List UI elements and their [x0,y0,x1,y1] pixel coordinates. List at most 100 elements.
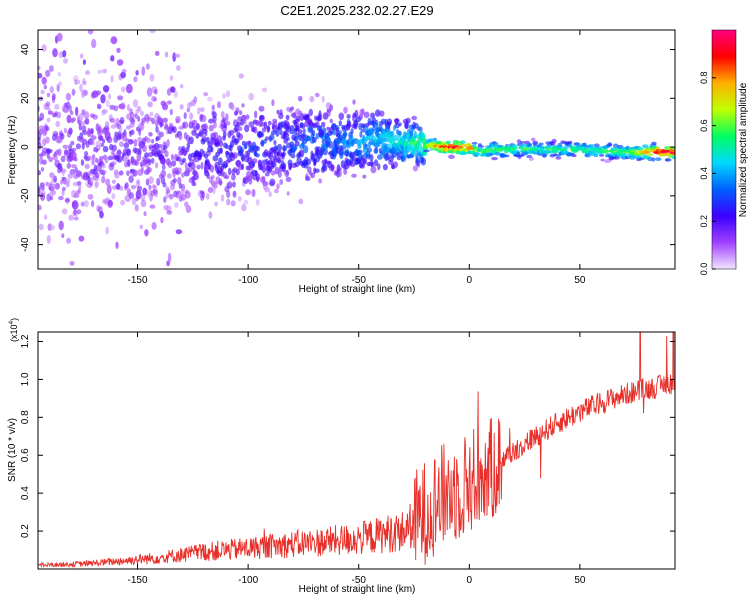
heatmap-cell [144,229,149,237]
heatmap-cell [141,66,146,76]
heatmap-cell [243,199,249,205]
heatmap-cell [105,121,110,129]
heatmap-cell [128,139,134,145]
heatmap-cell [43,84,47,90]
heatmap-cell [95,181,99,187]
heatmap-cell [195,133,200,139]
colorbar-bar [711,29,737,270]
heatmap-cell [65,178,71,184]
snr-frame [37,331,676,570]
heatmap-cell [220,194,225,202]
heatmap-cell [71,164,77,169]
heatmap-cell [139,224,143,230]
heatmap-cell [188,136,194,145]
heatmap-cell [264,181,269,186]
heatmap-cell [305,173,309,180]
heatmap-cells [38,30,675,267]
heatmap-cell [75,143,81,150]
heatmap-cell [170,86,175,93]
y-tick-label: 20 [20,92,31,104]
heatmap-cell [203,92,209,97]
heatmap-cell [71,88,76,96]
heatmap-cell [231,173,236,181]
heatmap-cell [340,145,346,151]
heatmap-cell [532,142,538,147]
heatmap-cell [38,65,41,71]
heatmap-cell [228,167,232,176]
heatmap-cell [374,109,381,117]
snr-x-axis-label: Height of straight line (km) [299,584,416,595]
x-tick-label: 50 [574,575,586,586]
heatmap-cell [136,185,143,192]
heatmap-cell [146,167,153,173]
heatmap-cell [260,139,265,147]
heatmap-cell [56,111,62,119]
heatmap-cell [66,162,72,169]
heatmap-cell [651,157,656,162]
heatmap-cell [251,189,256,197]
heatmap-cell [118,170,124,176]
y-tick-label: 40 [20,44,31,56]
heatmap-cell [159,121,164,127]
y-tick-label: 0.6 [20,448,31,462]
heatmap-cell [126,104,130,112]
heatmap-cell [206,172,210,180]
heatmap-cell [305,158,312,166]
heatmap-cell [268,191,272,197]
heatmap-cell [235,168,240,176]
x-tick-label: -50 [351,275,366,286]
heatmap-cell [140,199,147,208]
heatmap-cell [371,127,376,132]
heatmap-cell [60,133,65,140]
heatmap-cell [193,157,200,163]
heatmap-cell [63,57,68,64]
heatmap-cell [420,157,427,166]
heatmap-cell [45,136,50,144]
heatmap-cell [118,126,123,132]
heatmap-cell [166,139,170,147]
y-tick-label: 0 [20,144,31,150]
heatmap-cell [134,204,139,212]
heatmap-cell [362,157,368,165]
heatmap-cell [279,179,284,185]
heatmap-cell [91,200,95,208]
heatmap-cell [170,75,173,81]
heatmap-cell [46,117,51,123]
heatmap-cell [210,146,214,153]
heatmap-cell [147,116,153,122]
heatmap-cell [109,117,116,123]
heatmap-cell [91,38,97,49]
heatmap-cell [175,229,183,235]
y-tick-label: -20 [20,188,31,203]
heatmap-cell [62,144,68,149]
heatmap-cell [369,160,374,167]
heatmap-cell [265,136,270,141]
heatmap-cell [384,143,389,149]
heatmap-cell [139,123,145,131]
heatmap-cell [267,120,272,126]
heatmap-cell [178,135,183,141]
heatmap-cell [99,136,104,141]
heatmap-cell [604,149,609,154]
heatmap-cell [561,148,567,152]
heatmap-cell [64,198,71,203]
heatmap-cell [172,126,177,134]
heatmap-cell [111,179,116,184]
heatmap-cell [286,191,290,196]
heatmap-cell [117,133,123,140]
heatmap-cell [298,198,304,205]
heatmap-cell [208,124,214,132]
heatmap-cell [275,130,280,137]
heatmap-cell [370,165,377,174]
heatmap-cell [354,109,359,118]
heatmap-cell [264,187,270,193]
heatmap-cell [128,175,134,184]
heatmap-cell [332,130,337,136]
heatmap-cell [102,85,110,93]
x-tick-label: 50 [574,275,586,286]
heatmap-cell [276,109,280,115]
heatmap-cell [38,223,44,231]
heatmap-cell [229,144,233,152]
heatmap-cell [127,159,131,168]
heatmap-cell [101,169,107,175]
